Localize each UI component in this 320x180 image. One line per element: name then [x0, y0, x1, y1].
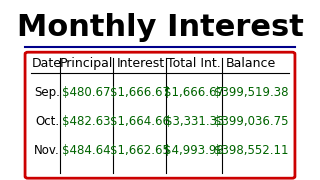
- Text: $399,519.38: $399,519.38: [214, 86, 289, 99]
- Text: $398,552.11: $398,552.11: [214, 144, 289, 157]
- Text: $1,664.66: $1,664.66: [110, 115, 170, 128]
- Text: Interest: Interest: [116, 57, 164, 70]
- Text: Total Int.: Total Int.: [167, 57, 221, 70]
- Text: $482.63: $482.63: [62, 115, 111, 128]
- Text: $1,666.67: $1,666.67: [110, 86, 170, 99]
- Text: $1,666.67: $1,666.67: [164, 86, 224, 99]
- Text: $484.64: $484.64: [62, 144, 111, 157]
- Text: Sep.: Sep.: [34, 86, 60, 99]
- Text: $4,993.98: $4,993.98: [164, 144, 224, 157]
- Text: Balance: Balance: [226, 57, 276, 70]
- Text: Oct.: Oct.: [35, 115, 59, 128]
- Text: $399,036.75: $399,036.75: [214, 115, 289, 128]
- Text: Nov.: Nov.: [34, 144, 60, 157]
- Text: $480.67: $480.67: [62, 86, 111, 99]
- Text: Principal: Principal: [60, 57, 113, 70]
- Text: $3,331.33: $3,331.33: [164, 115, 224, 128]
- FancyBboxPatch shape: [25, 52, 295, 178]
- Text: $1,662.65: $1,662.65: [110, 144, 170, 157]
- Text: Monthly Interest: Monthly Interest: [17, 13, 303, 42]
- Text: Date: Date: [32, 57, 62, 70]
